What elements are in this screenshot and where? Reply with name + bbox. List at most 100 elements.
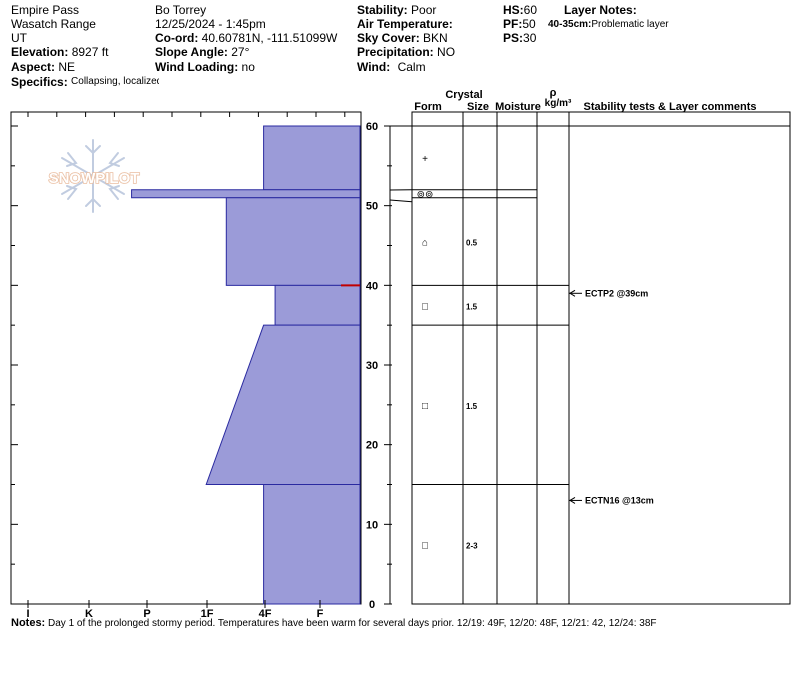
- specifics-value: Collapsing, localized: [71, 76, 160, 87]
- sky-cover: Sky Cover: BKN: [357, 31, 448, 45]
- layer-form-2: ⌂: [422, 238, 428, 249]
- snowflake-icon: [61, 139, 125, 213]
- wind: Wind: Calm: [357, 60, 426, 74]
- layer-size-4: 1.5: [466, 402, 478, 411]
- coordinates: Co-ord: 40.60781N, -111.51099W: [155, 31, 337, 45]
- hardness-layer-4: [205, 324, 361, 485]
- pf-value: 50: [522, 17, 536, 31]
- wind-loading-label: Wind Loading:: [155, 60, 239, 74]
- layer-size-3: 1.5: [466, 302, 478, 311]
- test-arrow-head: [569, 289, 576, 297]
- col-form-header: Form: [414, 101, 442, 113]
- range: Wasatch Range: [11, 17, 96, 31]
- layer-note-range: 40-35cm:: [548, 19, 592, 30]
- depth-tick-label: 0: [369, 599, 375, 611]
- logo-text: SNOWPILOT: [49, 170, 140, 187]
- layer-form-0: +: [422, 154, 428, 165]
- hs-value: 60: [523, 3, 538, 17]
- depth-tick-label: 60: [366, 121, 378, 133]
- hardness-axis: I K P 1F 4F F: [26, 112, 346, 620]
- hardness-tick-label: I: [26, 608, 29, 620]
- hardness-layer-1: [131, 189, 361, 199]
- elevation-value: 8927 ft: [71, 45, 109, 59]
- depth-tick-label: 20: [366, 440, 378, 452]
- depth-tick-label: 10: [366, 519, 378, 531]
- table-frame: [411, 111, 791, 605]
- pf-label: PF:: [503, 17, 523, 31]
- hardness-tick-label: F: [317, 608, 324, 620]
- col-rho-header: ρ: [550, 87, 557, 99]
- specifics: Specifics: Collapsing, localized: [11, 75, 159, 89]
- wind-loading: Wind Loading: no: [155, 60, 255, 74]
- layer-note: 40-35cm:Problematic layer: [548, 18, 669, 32]
- notes-text: Day 1 of the prolonged stormy period. Te…: [48, 618, 657, 629]
- sky-label: Sky Cover:: [357, 31, 420, 45]
- test-arrow-head: [569, 497, 576, 504]
- hardness-layer-5: [263, 484, 361, 605]
- depth-tick-label: 30: [366, 360, 378, 372]
- hardness-layer-2: [225, 197, 361, 286]
- aspect: Aspect: NE: [11, 60, 75, 74]
- hardness-tick-label: P: [143, 608, 150, 620]
- layer-size-5: 2-3: [466, 541, 478, 550]
- precipitation: Precipitation: NO: [357, 45, 455, 59]
- col-crystal-header: Crystal: [445, 89, 482, 101]
- wind-loading-value: no: [241, 60, 255, 74]
- hardness-layer-3: [274, 284, 361, 326]
- coord-value: 40.60781N, -111.51099W: [201, 31, 338, 45]
- hardness-plot-frame: [10, 111, 362, 605]
- stability-test-1: ECTN16 @13cm: [585, 495, 654, 505]
- col-moisture-header: Moisture: [495, 101, 541, 113]
- layer-form-5: □: [422, 540, 428, 551]
- thin-layer-connector-bottom: [389, 199, 413, 203]
- wind-label: Wind:: [357, 60, 391, 74]
- layer-table: + ⊚⊚ ⌂ 0.5 □ 1.5 □ 1.5 □ 2-3 ECTP2 @39cm ECTN16 @13…: [389, 111, 791, 605]
- pf: PF:50: [503, 17, 536, 31]
- layer-size-2: 0.5: [466, 239, 478, 248]
- layer-form-3: □: [422, 301, 428, 312]
- precip-value: NO: [437, 45, 456, 59]
- depth-axis: 0 10 20 30 40 50 60: [11, 121, 392, 611]
- ps: PS:30: [503, 31, 536, 45]
- hardness-layer-0: [263, 125, 361, 191]
- coord-label: Co-ord:: [155, 31, 199, 45]
- datetime: 12/25/2024 - 1:45pm: [155, 17, 266, 31]
- snowpilot-logo: SNOWPILOT: [48, 139, 140, 213]
- air-temperature: Air Temperature:: [357, 17, 453, 31]
- slope-value: 27°: [231, 45, 250, 59]
- air-temp-label: Air Temperature:: [357, 17, 453, 31]
- hardness-tick-label: K: [85, 608, 93, 620]
- precip-label: Precipitation:: [357, 45, 434, 59]
- stability-value: Poor: [411, 3, 437, 17]
- depth-tick-label: 50: [366, 201, 378, 213]
- hardness-tick-label: 1F: [201, 608, 214, 620]
- stability-test-0: ECTP2 @39cm: [585, 288, 648, 298]
- col-size-header: Size: [467, 101, 489, 113]
- observer: Bo Torrey: [155, 3, 207, 17]
- hs-label: HS:: [503, 3, 524, 17]
- location: Empire Pass: [11, 3, 80, 17]
- slope-label: Slope Angle:: [155, 45, 228, 59]
- col-density-unit: kg/m³: [545, 98, 572, 109]
- slope-angle: Slope Angle: 27°: [155, 45, 249, 59]
- notes-label: Notes:: [11, 617, 46, 629]
- aspect-label: Aspect:: [11, 60, 56, 74]
- layer-form-4: □: [422, 401, 428, 412]
- ps-value: 30: [523, 31, 537, 45]
- layer-form-1: ⊚⊚: [417, 190, 434, 201]
- wind-value: Calm: [397, 60, 426, 74]
- layer-notes-label: Layer Notes:: [564, 3, 637, 17]
- elevation: Elevation: 8927 ft: [11, 45, 108, 59]
- specifics-label: Specifics:: [11, 75, 68, 89]
- aspect-value: NE: [58, 60, 76, 74]
- col-comments-header: Stability tests & Layer comments: [583, 101, 756, 113]
- stability: Stability: Poor: [357, 3, 436, 17]
- hardness-profile: [131, 125, 361, 605]
- notes: Notes: Day 1 of the prolonged stormy per…: [11, 617, 657, 629]
- hardness-tick-label: 4F: [259, 608, 272, 620]
- state: UT: [11, 31, 27, 45]
- ps-label: PS:: [503, 31, 524, 45]
- elevation-label: Elevation:: [11, 45, 69, 59]
- hs: HS:60: [503, 3, 537, 17]
